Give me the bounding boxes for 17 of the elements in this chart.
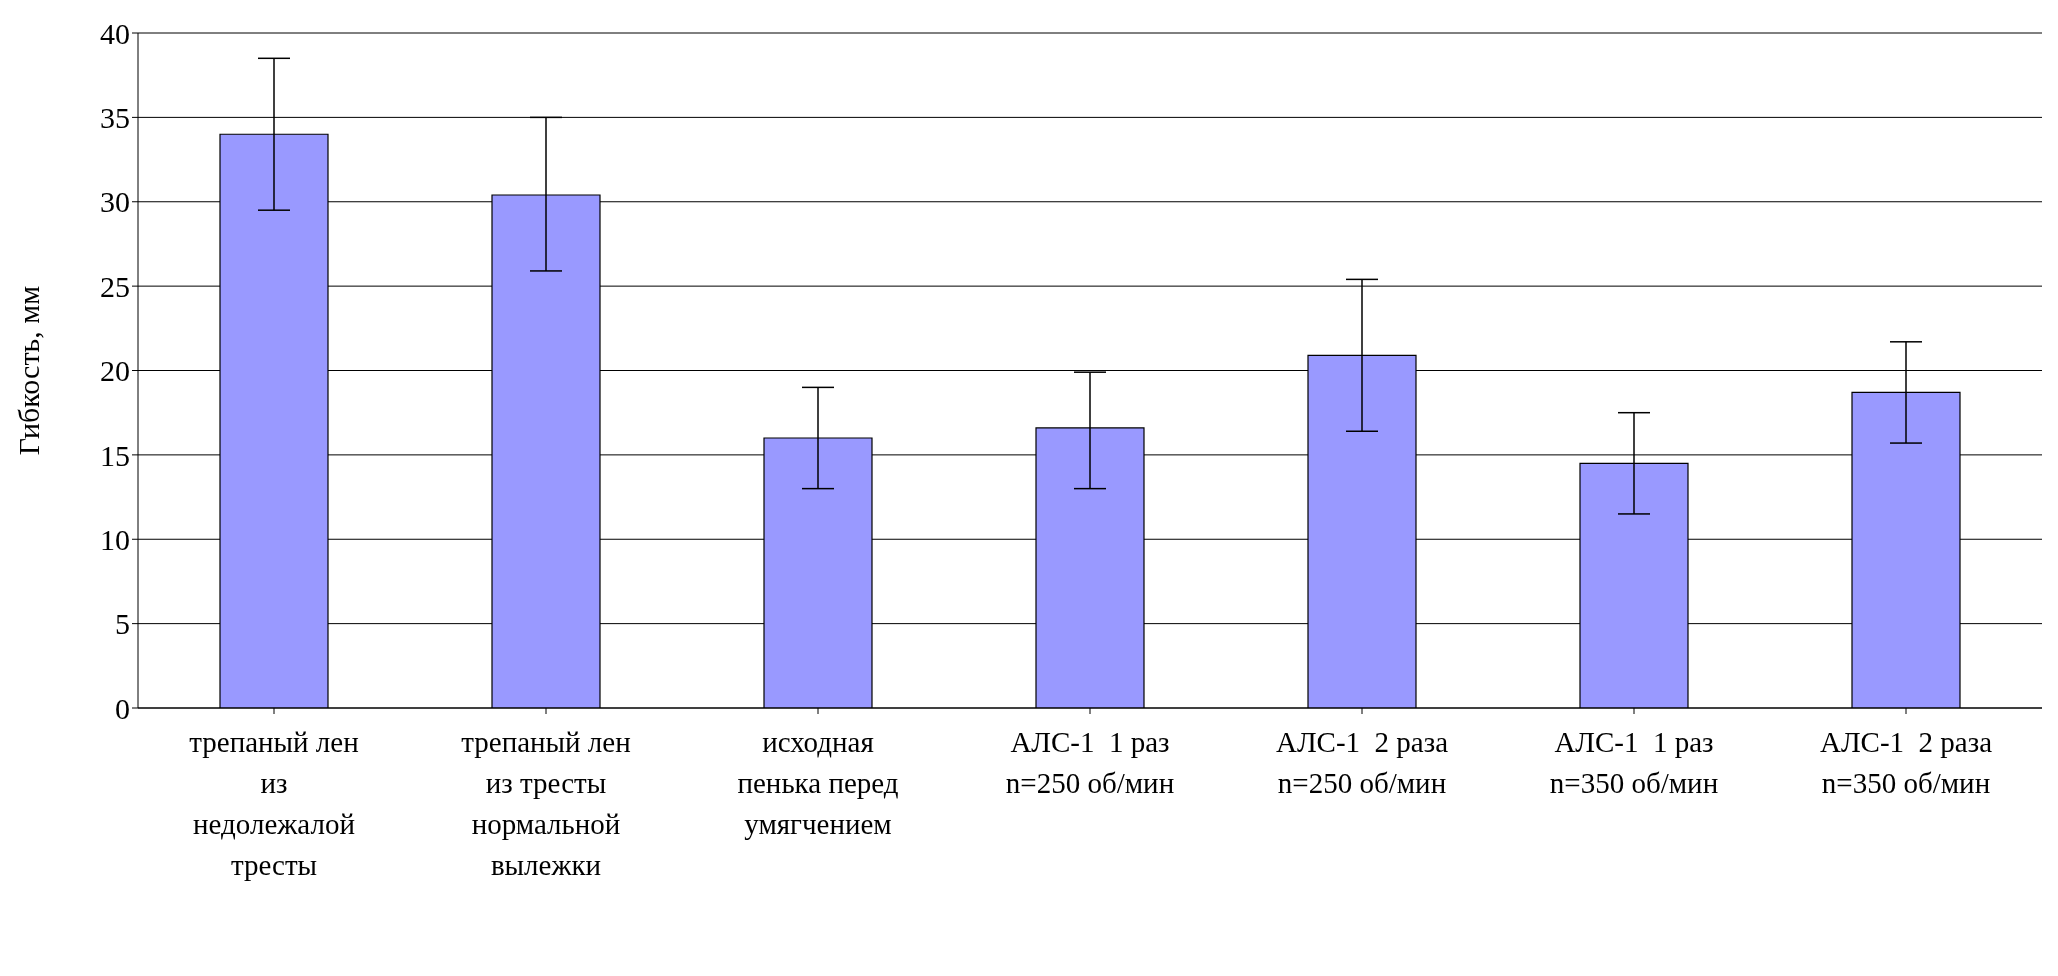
x-tick-label: исходная пенька перед умягчением: [737, 726, 899, 840]
y-axis-title: Гибкость, мм: [11, 285, 45, 456]
y-tick-label: 20: [100, 354, 130, 388]
y-tick-label: 35: [100, 101, 130, 135]
x-tick-label: АЛС-1 2 раза n=250 об/мин: [1275, 726, 1449, 799]
y-tick-label: 0: [115, 691, 130, 725]
y-tick-label: 5: [115, 607, 130, 641]
x-tick-label: трепаный лен из тресты нормальной вылежки: [461, 726, 631, 881]
x-tick-label: АЛС-1 1 раз n=350 об/мин: [1549, 726, 1719, 799]
y-tick-label: 10: [100, 522, 130, 556]
x-tick-label: АЛС-1 2 раза n=350 об/мин: [1819, 726, 1993, 799]
y-tick-label: 15: [100, 438, 130, 472]
y-tick-label: 30: [100, 185, 130, 219]
y-tick-label: 25: [100, 269, 130, 303]
x-tick-label: АЛС-1 1 раз n=250 об/мин: [1005, 726, 1175, 799]
y-tick-label: 40: [100, 16, 130, 50]
x-tick-label: трепаный лен из недолежалой тресты: [189, 726, 359, 881]
